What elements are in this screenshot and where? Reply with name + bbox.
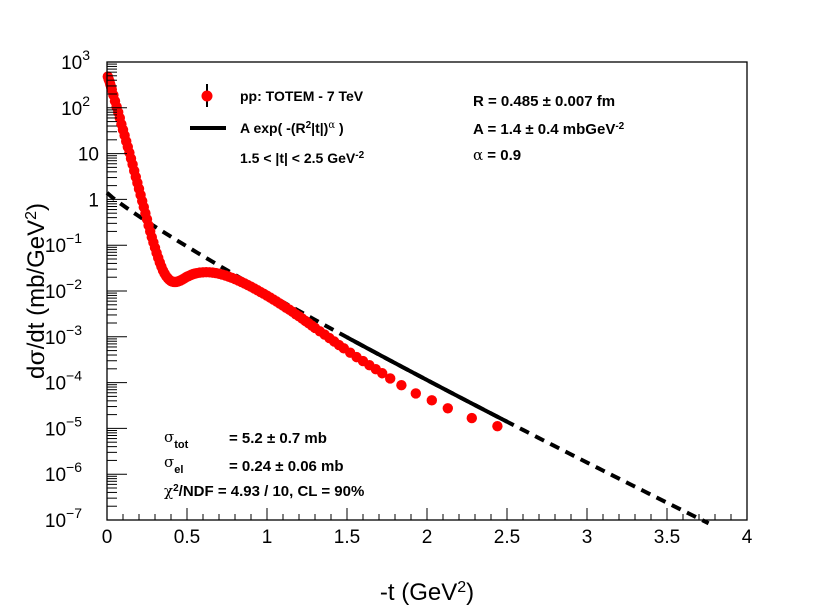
y-tick-label: 103 — [61, 47, 90, 74]
legend-data-label: pp: TOTEM - 7 TeV — [240, 88, 364, 104]
y-axis-title: dσ/dt (mb/GeV2) — [22, 203, 50, 379]
data-point — [377, 368, 388, 379]
legend: pp: TOTEM - 7 TeV A exp( -(R2|t|)α ) 1.5… — [190, 84, 365, 166]
y-tick-label: 10−3 — [45, 322, 82, 349]
data-point — [396, 379, 407, 391]
legend-marker-point — [201, 90, 213, 102]
data-point — [410, 388, 421, 399]
x-tick-label: 0 — [102, 527, 113, 548]
sigma-tot-value: = 5.2 ± 0.7 mb — [229, 430, 327, 447]
legend-fit-range: 1.5 < |t| < 2.5 GeV-2 — [240, 150, 365, 167]
x-tick-label: 0.5 — [174, 527, 200, 548]
y-tick-label: 10−6 — [45, 459, 82, 486]
y-tick-label: 1 — [88, 190, 99, 211]
y-tick-label: 10−2 — [45, 276, 82, 303]
axis-ticks-layer: 0 0.5 1 1.5 2 2.5 3 3.5 410310210110−110−210−310… — [45, 47, 753, 548]
data-points-layer — [102, 71, 503, 432]
fit-curve-solid — [346, 335, 508, 424]
fit-param-a: A = 1.4 ± 0.4 mbGeV-2 — [473, 121, 625, 139]
sigma-el-label: σel — [164, 453, 183, 476]
fit-param-alpha: α = 0.9 — [473, 146, 521, 164]
y-tick-label: 10−1 — [45, 230, 82, 257]
y-tick-label: 10−7 — [45, 505, 82, 532]
fit-parameters: R = 0.485 ± 0.007 fm A = 1.4 ± 0.4 mbGeV… — [473, 93, 625, 164]
chi2-ndf: χ2/NDF = 4.93 / 10, CL = 90% — [164, 482, 364, 500]
y-tick-label: 102 — [61, 93, 90, 120]
x-tick-label: 1 — [262, 527, 273, 548]
sigma-tot-label: σtot — [164, 428, 189, 451]
data-point — [442, 403, 453, 414]
x-tick-label: 3.5 — [654, 527, 680, 548]
x-tick-label: 3 — [582, 527, 593, 548]
x-tick-label: 2 — [422, 527, 433, 548]
fit-line-layer — [105, 191, 710, 526]
x-tick-label: 2.5 — [494, 527, 520, 548]
data-point — [492, 420, 503, 432]
legend-fit-label: A exp( -(R2|t|)α ) — [240, 120, 344, 137]
data-point — [385, 373, 396, 384]
y-tick-label: 10 — [78, 145, 99, 166]
fit-param-r: R = 0.485 ± 0.007 fm — [473, 93, 615, 110]
cross-section-results: σtot = 5.2 ± 0.7 mb σel = 0.24 ± 0.06 mb… — [164, 428, 364, 500]
y-tick-label: 10−4 — [45, 368, 82, 395]
sigma-el-value: = 0.24 ± 0.06 mb — [229, 458, 344, 475]
data-point — [466, 412, 477, 424]
y-tick-label: 10−5 — [45, 413, 82, 440]
x-tick-label: 4 — [742, 527, 753, 548]
data-point — [426, 395, 437, 406]
x-tick-label: 1.5 — [334, 527, 360, 548]
